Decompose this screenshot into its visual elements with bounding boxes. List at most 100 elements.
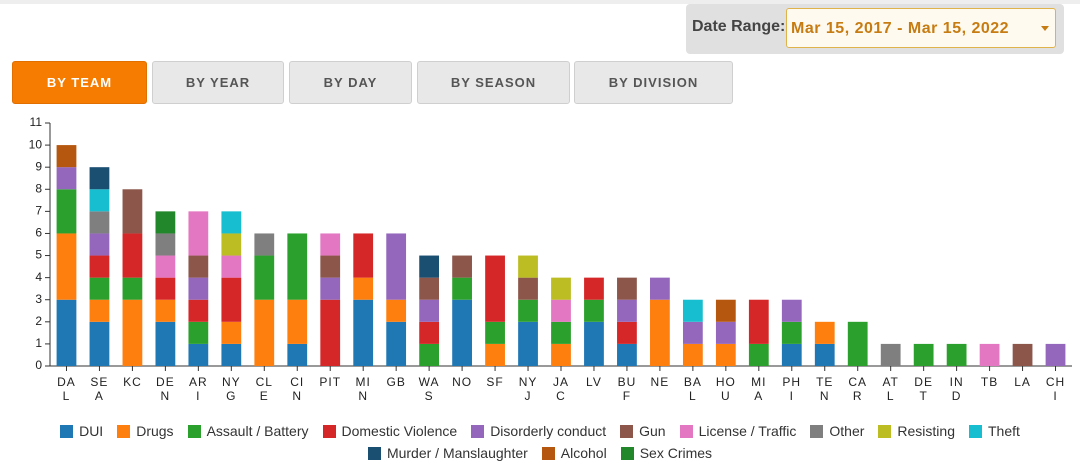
bar-segment (320, 233, 341, 256)
bar-segment (781, 299, 802, 322)
legend-item: DUI (60, 422, 103, 440)
bar-segment (715, 343, 736, 366)
legend-label: Domestic Violence (341, 423, 458, 439)
legend-label: License / Traffic (698, 423, 797, 439)
bar-segment (913, 343, 934, 366)
bar-segment (551, 299, 571, 322)
x-tick-label: PHI (782, 375, 802, 403)
date-range-label: Date Range: (692, 18, 786, 35)
y-tick-label: 4 (35, 270, 42, 284)
legend-swatch (620, 446, 634, 460)
bar-segment (551, 321, 571, 344)
y-tick-label: 1 (35, 336, 42, 350)
x-tick-label: DAL (57, 375, 76, 403)
x-tick-label: BUF (617, 375, 637, 403)
bar-segment (89, 321, 110, 366)
bar-segment (122, 299, 143, 366)
x-tick-label: DET (914, 375, 933, 403)
bar-segment (551, 343, 571, 366)
y-tick-label: 3 (35, 292, 42, 306)
legend-item: Disorderly conduct (471, 422, 606, 440)
bar-segment (221, 343, 242, 366)
bar-segment (748, 343, 769, 366)
bar-segment (814, 343, 835, 366)
bar-segment (353, 233, 374, 278)
x-tick-label: ARI (189, 375, 208, 403)
bar-segment (254, 255, 275, 300)
tab[interactable]: BY DIVISION (574, 61, 733, 104)
bar-segment (584, 321, 604, 366)
legend-swatch (679, 424, 693, 438)
x-tick-label: CIN (290, 375, 305, 403)
y-tick-label: 9 (35, 159, 42, 173)
bar-segment (320, 299, 341, 366)
legend-item: Other (810, 422, 864, 440)
bar-segment (188, 211, 209, 256)
legend-label: Murder / Manslaughter (386, 445, 528, 461)
bar-segment (320, 255, 341, 278)
bar-segment (617, 277, 637, 300)
bar-segment (188, 277, 209, 300)
x-tick-label: NYG (221, 375, 241, 403)
bar-segment (419, 277, 440, 300)
bar-segment (89, 167, 110, 190)
legend-label: Drugs (136, 423, 174, 439)
legend-label: Other (829, 423, 865, 439)
bar-segment (353, 277, 374, 300)
x-tick-label: HOU (715, 375, 736, 403)
bar-segment (419, 255, 440, 278)
bar-segment (155, 211, 176, 234)
bar-segment (221, 277, 242, 322)
bar-segment (518, 321, 538, 366)
tab[interactable]: BY TEAM (12, 61, 147, 104)
y-tick-label: 10 (29, 137, 43, 151)
bar-segment (188, 343, 209, 366)
date-select[interactable]: Mar 15, 2017 - Mar 15, 2022 (786, 8, 1056, 48)
x-tick-label: GB (386, 375, 406, 389)
tab[interactable]: BY SEASON (417, 61, 570, 104)
x-tick-label: CHI (1045, 375, 1066, 403)
bar-segment (155, 277, 176, 300)
bar-segment (287, 343, 308, 366)
legend-swatch (322, 424, 336, 438)
bar-segment (518, 299, 538, 322)
x-tick-label: NE (650, 375, 670, 389)
bar-segment (979, 343, 1000, 366)
legend-swatch (117, 424, 131, 438)
legend-item: Theft (969, 422, 1020, 440)
bar-segment (56, 167, 77, 190)
tab[interactable]: BY DAY (289, 61, 412, 104)
bar-segment (155, 299, 176, 322)
bar-segment (748, 299, 769, 344)
legend-swatch (60, 424, 74, 438)
bar-segment (650, 277, 670, 300)
x-tick-label: MIN (355, 375, 371, 403)
x-tick-label: WAS (418, 375, 440, 403)
bar-segment (452, 255, 472, 278)
legend-label: Sex Crimes (639, 445, 713, 461)
bar-segment (89, 211, 110, 234)
y-tick-label: 7 (35, 204, 42, 218)
bar-segment (89, 233, 110, 256)
legend-item: Drugs (117, 422, 174, 440)
legend-label: Theft (988, 423, 1020, 439)
x-tick-label: TEN (816, 375, 834, 403)
bar-segment (221, 233, 242, 256)
legend-label: Alcohol (560, 445, 607, 461)
tab[interactable]: BY YEAR (152, 61, 284, 104)
bar-segment (617, 343, 637, 366)
bar-segment (617, 299, 637, 322)
legend-item: Resisting (878, 422, 955, 440)
bar-segment (584, 277, 604, 300)
legend-swatch (878, 424, 892, 438)
x-tick-label: CLE (255, 375, 273, 403)
legend-swatch (810, 424, 824, 438)
legend-swatch (541, 446, 555, 460)
bar-segment (419, 343, 440, 366)
bar-segment (56, 233, 77, 300)
bar-segment (188, 255, 209, 278)
caret-icon (1041, 26, 1049, 31)
bar-segment (1045, 343, 1066, 366)
bar-segment (89, 299, 110, 322)
bar-segment (715, 321, 736, 344)
